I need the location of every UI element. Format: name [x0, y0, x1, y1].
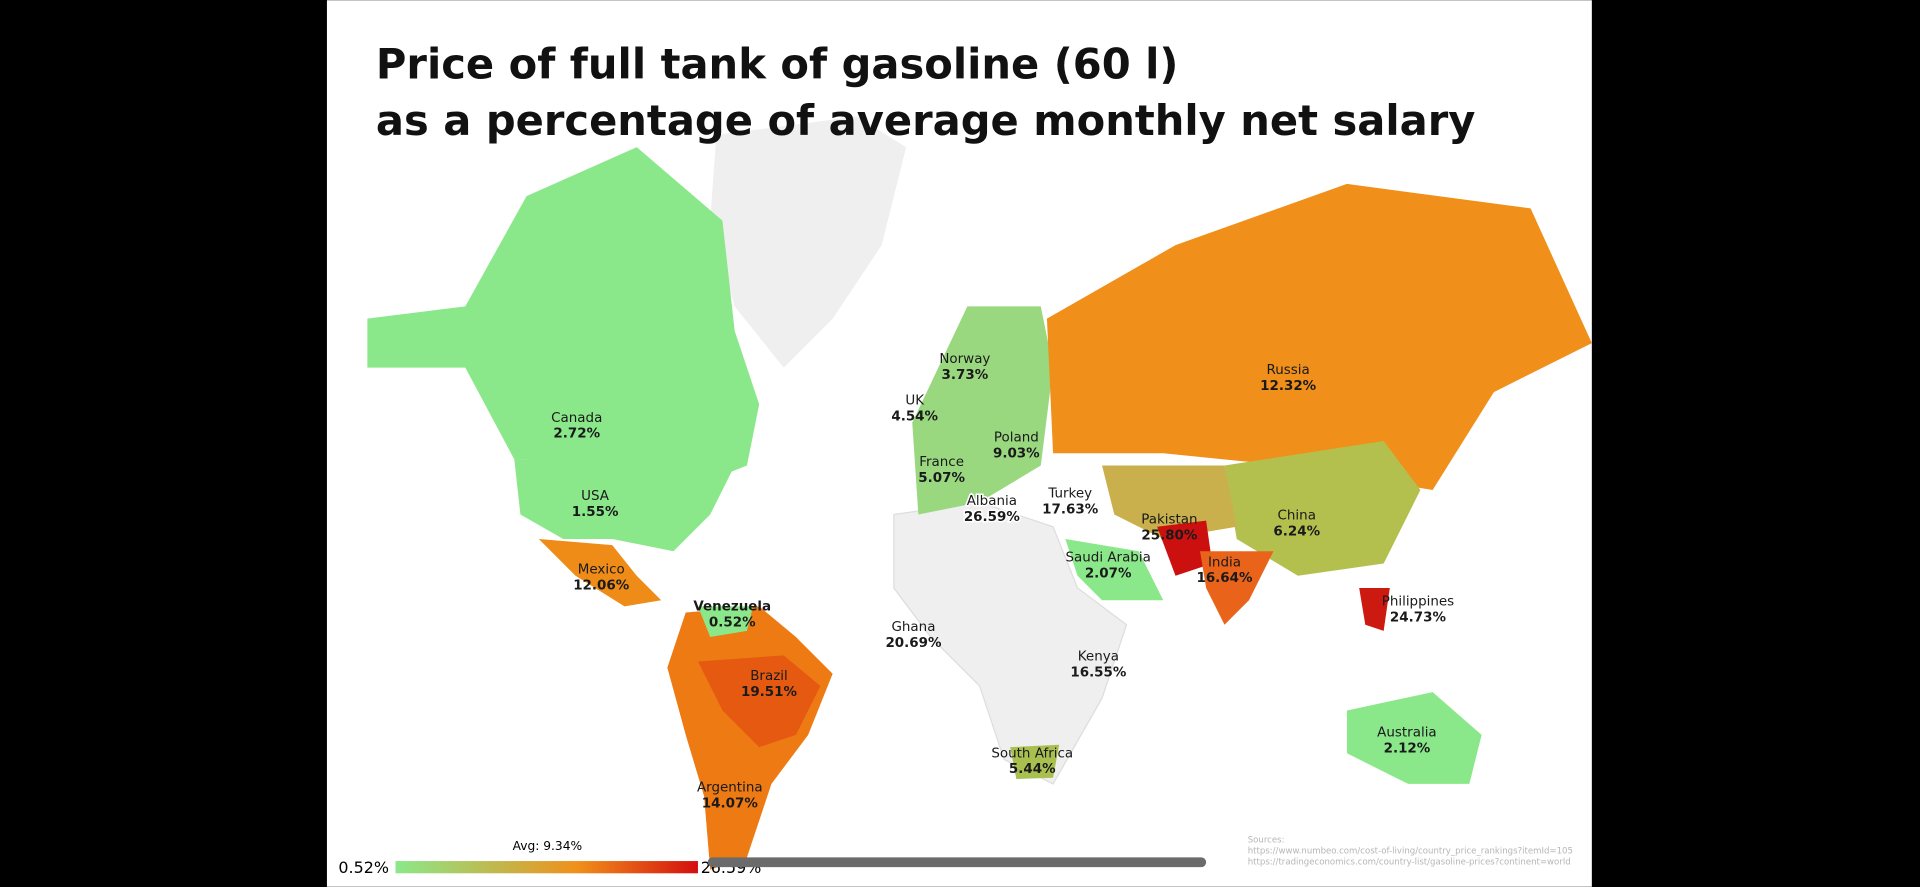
canada-shape: [367, 147, 760, 491]
country-name: Saudi Arabia: [1065, 550, 1150, 565]
country-value: 5.07%: [918, 471, 965, 486]
country-value: 12.06%: [573, 579, 630, 594]
legend-min: 0.52%: [338, 858, 389, 877]
country-value: 4.54%: [891, 410, 938, 425]
country-name: Venezuela: [693, 599, 771, 614]
country-name: Albania: [967, 494, 1017, 509]
philippines-shape: [1359, 587, 1390, 631]
usa-shape: [514, 459, 735, 552]
china-shape: [1224, 441, 1421, 576]
country-name: Russia: [1267, 363, 1310, 378]
country-value: 24.73%: [1390, 610, 1447, 625]
legend-gradient: [395, 861, 698, 874]
russia-shape: [1046, 183, 1592, 491]
brazil-shape: [697, 655, 821, 748]
country-value: 17.63%: [1042, 503, 1099, 518]
country-name: Poland: [994, 430, 1039, 445]
country-value: 1.55%: [572, 505, 619, 520]
country-name: Brazil: [750, 669, 788, 684]
country-value: 19.51%: [741, 685, 798, 700]
country-value: 2.07%: [1085, 566, 1132, 581]
mexico-shape: [538, 539, 662, 607]
country-value: 14.07%: [702, 797, 759, 812]
europe: [912, 306, 1054, 515]
legend-avg: Avg: 9.34%: [513, 839, 583, 853]
source-link: https://tradingeconomics.com/country-lis…: [1248, 858, 1571, 868]
scrollbar[interactable]: [707, 857, 1207, 868]
sources: Sources: https://www.numbeo.com/cost-of-…: [1248, 836, 1573, 868]
country-name: Turkey: [1047, 487, 1092, 502]
country-name: Canada: [551, 411, 602, 426]
country-value: 9.03%: [993, 446, 1040, 461]
africa: [893, 501, 1128, 785]
source-link: https://www.numbeo.com/cost-of-living/co…: [1248, 847, 1573, 857]
country-value: 3.73%: [942, 368, 989, 383]
country-name: Kenya: [1078, 650, 1119, 665]
india-shape: [1200, 551, 1274, 625]
country-name: UK: [905, 394, 925, 409]
country-value: 2.12%: [1384, 741, 1431, 756]
central-asia: [1102, 465, 1237, 540]
title-line: Price of full tank of gasoline (60 l): [376, 40, 1179, 89]
australia-shape: [1346, 692, 1482, 784]
country-name: India: [1208, 555, 1241, 570]
country-value: 6.24%: [1273, 525, 1320, 540]
saudi-shape: [1065, 539, 1164, 601]
country-value: 25.80%: [1141, 528, 1198, 543]
country-name: USA: [581, 489, 610, 504]
land: [367, 116, 1592, 870]
country-name: Mexico: [578, 563, 625, 578]
country-value: 2.72%: [553, 427, 600, 442]
country-name: China: [1278, 509, 1316, 524]
sources-heading: Sources:: [1248, 836, 1285, 846]
country-name: Ghana: [891, 620, 935, 635]
pakistan-shape: [1157, 520, 1213, 576]
country-name: Australia: [1377, 725, 1437, 740]
country-name: Pakistan: [1141, 512, 1197, 527]
venezuela-shape: [697, 606, 754, 637]
country-value: 26.59%: [964, 510, 1021, 525]
country-value: 16.55%: [1070, 665, 1127, 680]
title: Price of full tank of gasoline (60 l) as …: [376, 40, 1476, 145]
country-name: Philippines: [1382, 594, 1454, 609]
country-value: 0.52%: [709, 615, 756, 630]
country-name: Argentina: [697, 781, 763, 796]
south-africa-shape: [1010, 744, 1060, 780]
country-name: Norway: [939, 352, 990, 367]
country-value: 16.64%: [1196, 571, 1253, 586]
country-name: South Africa: [991, 746, 1073, 761]
country-value: 20.69%: [885, 636, 942, 651]
title-line: as a percentage of average monthly net s…: [376, 96, 1476, 145]
country-value: 12.32%: [1260, 379, 1317, 394]
greenland: [710, 116, 907, 368]
country-value: 5.44%: [1009, 762, 1056, 777]
country-name: France: [919, 455, 964, 470]
